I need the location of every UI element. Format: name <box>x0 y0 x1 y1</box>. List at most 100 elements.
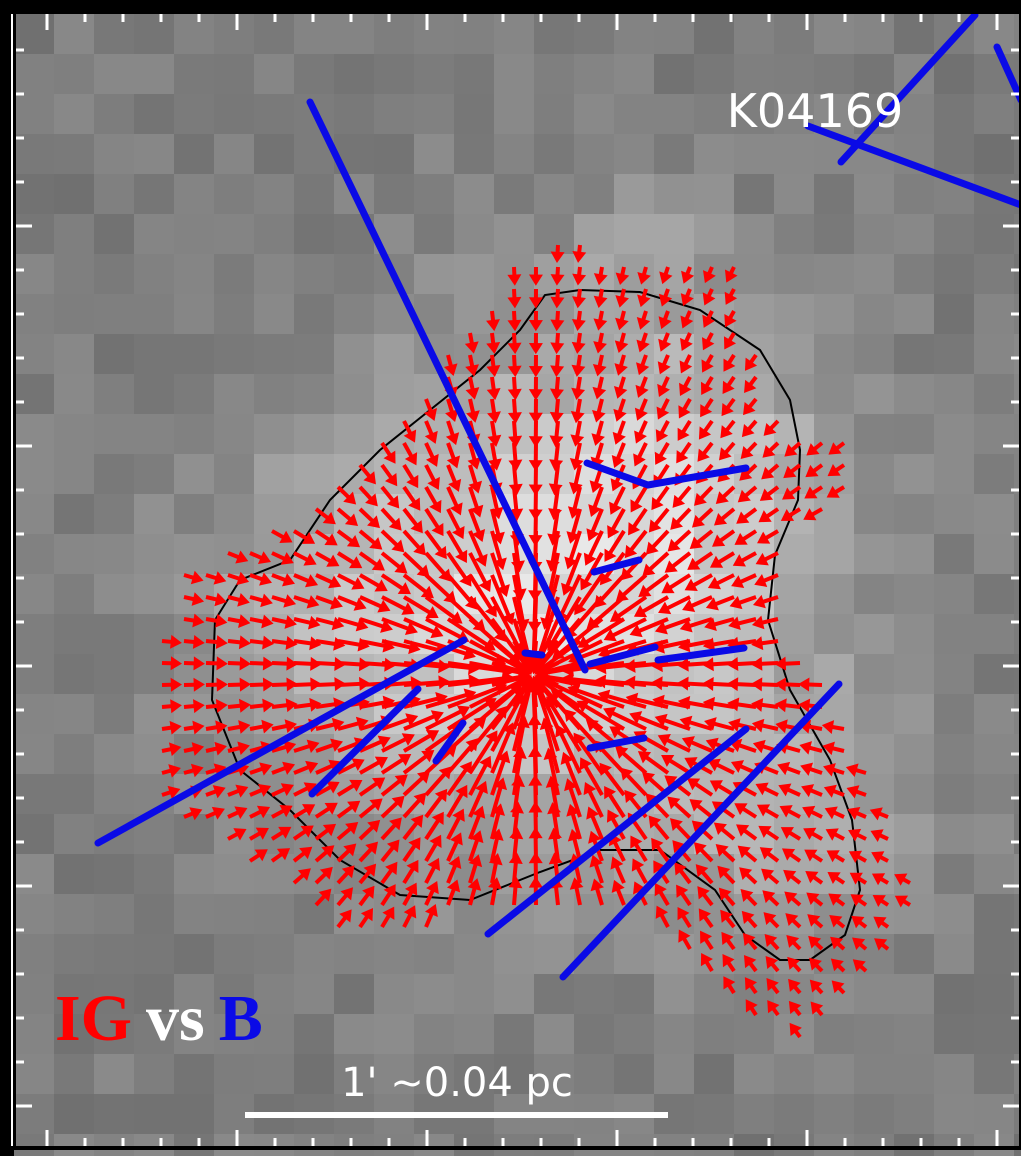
map-pixel <box>134 134 174 174</box>
map-pixel <box>574 54 614 94</box>
map-pixel <box>14 694 54 734</box>
map-pixel <box>654 214 694 254</box>
map-pixel <box>54 414 94 454</box>
map-pixel <box>654 54 694 94</box>
map-pixel <box>694 1094 734 1134</box>
map-pixel <box>614 174 654 214</box>
map-pixel <box>254 894 294 934</box>
map-pixel <box>974 1014 1014 1054</box>
map-pixel <box>854 574 894 614</box>
map-pixel <box>614 1134 654 1156</box>
map-pixel <box>14 174 54 214</box>
map-pixel <box>94 94 134 134</box>
map-pixel <box>254 414 294 454</box>
map-pixel <box>574 1014 614 1054</box>
map-pixel <box>934 454 974 494</box>
map-pixel <box>334 414 374 454</box>
map-pixel <box>54 534 94 574</box>
map-pixel <box>174 814 214 854</box>
map-pixel <box>414 174 454 214</box>
map-pixel <box>734 294 774 334</box>
map-pixel <box>294 334 334 374</box>
map-pixel <box>894 574 934 614</box>
map-pixel <box>334 654 374 694</box>
map-pixel <box>294 214 334 254</box>
map-pixel <box>134 614 174 654</box>
map-pixel <box>694 1014 734 1054</box>
map-pixel <box>774 214 814 254</box>
map-pixel <box>734 214 774 254</box>
map-pixel <box>54 14 94 54</box>
map-pixel <box>414 14 454 54</box>
map-pixel <box>894 654 934 694</box>
map-pixel <box>934 494 974 534</box>
legend: IGvsB <box>55 982 263 1055</box>
map-pixel <box>134 1094 174 1134</box>
map-pixel <box>54 374 94 414</box>
map-pixel <box>214 374 254 414</box>
map-pixel <box>854 334 894 374</box>
map-pixel <box>974 374 1014 414</box>
map-pixel <box>294 1054 334 1094</box>
map-pixel <box>94 654 134 694</box>
map-pixel <box>454 654 494 694</box>
map-pixel <box>14 1094 54 1134</box>
map-pixel <box>14 1014 54 1054</box>
map-pixel <box>614 214 654 254</box>
map-pixel <box>974 774 1014 814</box>
map-pixel <box>254 134 294 174</box>
map-pixel <box>174 294 214 334</box>
map-pixel <box>94 334 134 374</box>
map-pixel <box>934 134 974 174</box>
map-pixel <box>974 974 1014 1014</box>
map-pixel <box>894 694 934 734</box>
map-pixel <box>94 294 134 334</box>
map-pixel <box>814 294 854 334</box>
map-pixel <box>134 374 174 414</box>
map-pixel <box>214 1054 254 1094</box>
map-pixel <box>374 934 414 974</box>
map-pixel <box>494 94 534 134</box>
map-pixel <box>54 1134 94 1156</box>
map-pixel <box>934 894 974 934</box>
map-pixel <box>174 1094 214 1134</box>
map-pixel <box>614 1014 654 1054</box>
map-pixel <box>454 14 494 54</box>
map-pixel <box>734 1014 774 1054</box>
map-pixel <box>254 1054 294 1094</box>
map-pixel <box>14 894 54 934</box>
map-pixel <box>134 854 174 894</box>
map-pixel <box>54 134 94 174</box>
map-pixel <box>14 54 54 94</box>
map-pixel <box>414 1014 454 1054</box>
map-pixel <box>974 654 1014 694</box>
map-pixel <box>174 14 214 54</box>
map-pixel <box>974 854 1014 894</box>
map-pixel <box>534 974 574 1014</box>
map-pixel <box>694 1134 734 1156</box>
map-pixel <box>934 54 974 94</box>
map-pixel <box>94 54 134 94</box>
map-pixel <box>814 174 854 214</box>
map-pixel <box>254 294 294 334</box>
scale-bar-label: 1' ~0.04 pc <box>341 1060 573 1106</box>
map-pixel <box>974 214 1014 254</box>
map-pixel <box>94 374 134 414</box>
map-pixel <box>894 494 934 534</box>
map-pixel <box>134 1054 174 1094</box>
map-pixel <box>134 254 174 294</box>
map-pixel <box>54 574 94 614</box>
map-pixel <box>614 14 654 54</box>
map-pixel <box>774 1094 814 1134</box>
map-pixel <box>294 54 334 94</box>
b-segment <box>525 653 542 655</box>
map-pixel <box>574 974 614 1014</box>
map-pixel <box>414 254 454 294</box>
map-pixel <box>854 414 894 454</box>
map-pixel <box>494 1014 534 1054</box>
map-pixel <box>974 1094 1014 1134</box>
map-pixel <box>214 134 254 174</box>
map-pixel <box>934 694 974 734</box>
legend-b: B <box>219 982 263 1055</box>
map-pixel <box>54 894 94 934</box>
